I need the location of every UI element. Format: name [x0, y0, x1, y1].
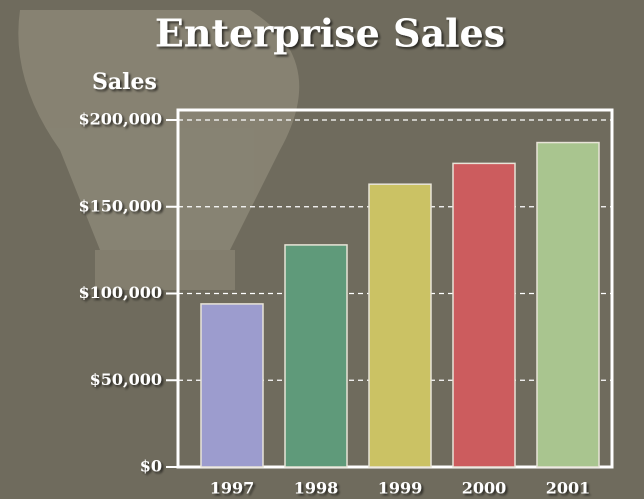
y-tick-label: $100,000: [79, 283, 163, 302]
y-tick-label: $200,000: [79, 110, 163, 129]
y-tick-label: $50,000: [90, 370, 162, 389]
x-tick-label: 2001: [546, 479, 591, 498]
chart-title: Enterprise Sales: [155, 11, 505, 56]
y-tick-label: $150,000: [79, 196, 163, 215]
y-axis-label: Sales: [92, 69, 157, 95]
bar: [200, 303, 264, 468]
x-tick-label: 1998: [294, 479, 339, 498]
bar: [452, 162, 516, 468]
x-tick-label: 1997: [210, 479, 255, 498]
bar: [368, 183, 432, 468]
column-decoration: [18, 10, 300, 290]
bar: [284, 244, 348, 468]
y-tick-label: $0: [140, 457, 162, 476]
x-tick-label: 1999: [378, 479, 423, 498]
bar: [536, 141, 600, 468]
x-tick-label: 2000: [462, 479, 507, 498]
